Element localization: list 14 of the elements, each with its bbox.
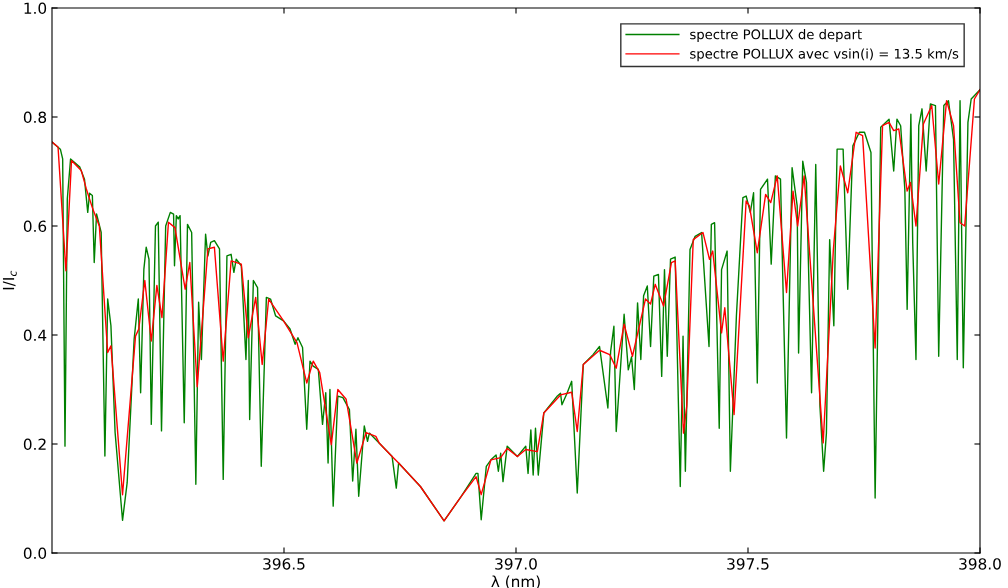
y-tick-label: 0.4 — [23, 329, 47, 342]
line-series — [52, 89, 980, 522]
y-axis-title: I/I$_{c}$ — [2, 270, 17, 290]
x-tick-label: 397.5 — [727, 558, 769, 570]
y-tick-label: 0.6 — [23, 220, 47, 233]
x-tick-label: 396.5 — [263, 558, 305, 570]
y-tick-label: 1.0 — [24, 2, 47, 15]
y-tick-label: 0.2 — [23, 438, 46, 451]
legend-label: spectre POLLUX avec vsin(i) = 13.5 km/s — [690, 48, 959, 62]
x-tick-label: 398.0 — [959, 558, 1001, 570]
legend-label: spectre POLLUX de depart — [690, 29, 862, 42]
y-tick-label: 0.0 — [23, 547, 47, 560]
y-tick-label: 0.8 — [23, 111, 47, 124]
x-tick-label: 397.0 — [495, 558, 537, 570]
